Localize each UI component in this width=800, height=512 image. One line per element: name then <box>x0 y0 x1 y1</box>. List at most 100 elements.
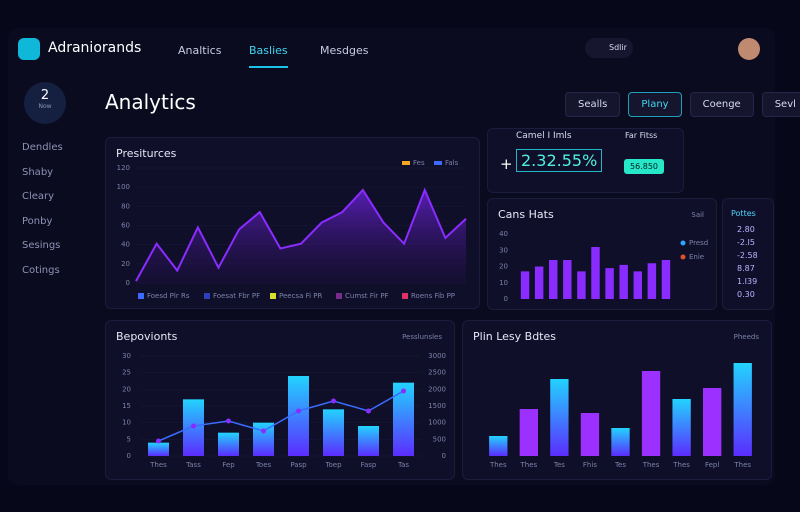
page-button[interactable]: Coenge <box>689 92 754 117</box>
legend-swatch <box>204 293 210 299</box>
y-tick-label: 2500 <box>428 369 446 377</box>
nav-item[interactable]: Baslies <box>249 44 288 68</box>
x-tick-label: Toep <box>324 461 342 469</box>
badge-caption: Now <box>38 103 52 110</box>
behaviour-panel: Bepovionts Pesslunsles 0 5 10 15 20 25 30 0 500 100… <box>105 320 455 480</box>
nav-item[interactable]: Analtics <box>178 44 222 57</box>
y-tick-label: 20 <box>121 260 130 268</box>
bar <box>641 371 661 456</box>
hits-panel: Cans Hats Sail 0 10 20 30 40 Presd Enie <box>487 198 717 310</box>
point-value: -2.I5 <box>737 238 755 247</box>
line <box>135 187 467 282</box>
y-tick-label: 5 <box>127 435 131 443</box>
sidebar-item[interactable]: Dendles <box>22 142 63 153</box>
logo <box>18 38 40 60</box>
bar <box>534 266 544 299</box>
x-tick-label: Fasp <box>361 461 377 469</box>
area <box>136 190 466 283</box>
bar <box>393 382 414 456</box>
y-tick-label: 25 <box>122 369 131 377</box>
point-value: 1.I39 <box>737 277 758 286</box>
legend-swatch <box>402 161 410 165</box>
page-button[interactable]: Sealls <box>565 92 621 117</box>
hits-chart: Cans Hats Sail 0 10 20 30 40 Presd Enie <box>498 208 708 303</box>
page-button[interactable]: Plany <box>628 92 682 117</box>
x-tick-label: Thes <box>489 461 507 469</box>
sidebar-item[interactable]: Sesings <box>22 240 61 251</box>
x-tick-label: Thes <box>672 461 690 469</box>
x-tick-label: Tes <box>614 461 626 469</box>
page-button[interactable]: Sevl <box>761 92 800 117</box>
x-tick-label: Tass <box>185 461 201 469</box>
points-title: Pottes <box>731 209 756 218</box>
line-point <box>296 408 301 414</box>
x-tick-label: Tas <box>397 461 409 469</box>
gain-value: 2.32.55% <box>516 149 603 172</box>
x-tick-label: Thes <box>519 461 537 469</box>
bar <box>672 399 691 456</box>
plain-panel: Plin Lesy Bdtes Pheeds Thes Thes Tes Fhis Tes T… <box>462 320 772 480</box>
bar <box>661 260 671 299</box>
brand: Adraniorands <box>48 40 142 56</box>
y-tick-label: 120 <box>117 164 130 172</box>
bar <box>611 428 630 456</box>
gain-sign: + <box>500 155 513 173</box>
sidebar-item[interactable]: Cleary <box>22 191 55 202</box>
x-tick-label: Thes <box>642 461 660 469</box>
sidebar-item[interactable]: Ponby <box>22 215 53 227</box>
line-point <box>191 423 196 429</box>
y-tick-label: 20 <box>122 385 131 393</box>
badge: 2 Now <box>24 82 66 124</box>
behaviour-chart: Bepovionts Pesslunsles 0 5 10 15 20 25 30 0 500 100… <box>116 330 446 469</box>
legend-swatch <box>402 293 408 299</box>
nav-item[interactable]: Mesdges <box>320 44 369 57</box>
legend-label: Foesat Fbr PF <box>213 292 260 300</box>
panel-corner: Pheeds <box>734 333 760 341</box>
points-panel: Pottes 2.80 -2.I5 -2.58 8.87 1.I39 0.30 <box>722 198 774 310</box>
y-tick-label: 0 <box>504 295 508 303</box>
legend-label: Cumst Fir PF <box>345 292 389 300</box>
bar <box>288 376 309 456</box>
bar <box>253 422 274 456</box>
user-chip[interactable]: Sdlir <box>585 38 633 58</box>
y-tick-label: 3000 <box>428 352 446 360</box>
y-tick-label: 10 <box>499 279 508 287</box>
bar <box>591 247 600 299</box>
line-point <box>226 418 231 424</box>
sidebar-item[interactable]: Cotings <box>22 264 60 276</box>
bar <box>550 379 569 456</box>
x-tick-label: Fepl <box>705 461 719 469</box>
y-tick-label: 100 <box>117 183 130 191</box>
legend-swatch <box>336 293 342 299</box>
line <box>158 390 404 442</box>
point-value: -2.58 <box>737 251 758 260</box>
y-tick-label: 30 <box>122 352 131 360</box>
bar <box>489 436 508 456</box>
bar <box>647 263 657 299</box>
legend-swatch <box>680 240 686 246</box>
y-tick-label: 40 <box>121 241 130 249</box>
panel-title: Plin Lesy Bdtes <box>473 330 556 343</box>
x-tick-label: Pasp <box>290 461 307 469</box>
bar <box>580 413 600 456</box>
bar <box>633 271 642 299</box>
gain-button[interactable]: 56.850 <box>624 159 664 174</box>
y-tick-label: 40 <box>499 230 508 238</box>
bar <box>703 388 722 456</box>
badge-value: 2 <box>40 88 50 103</box>
avatar[interactable] <box>738 38 760 60</box>
trend-chart: Presiturces Fes Fals 0 20 40 60 80 100 120 Foesd P… <box>116 147 467 300</box>
line-point <box>331 398 336 404</box>
bar <box>519 409 538 456</box>
y-tick-label: 80 <box>121 202 130 210</box>
legend-swatch <box>138 293 144 299</box>
y-tick-label: 1000 <box>428 419 446 427</box>
point-value: 0.30 <box>737 290 755 299</box>
y-tick-label: 0 <box>127 452 131 460</box>
x-tick-label: Thes <box>149 461 167 469</box>
y-tick-label: 500 <box>433 435 446 443</box>
bar <box>605 268 614 299</box>
x-tick-label: Fhis <box>583 461 597 469</box>
y-tick-label: 30 <box>499 246 508 254</box>
sidebar-item[interactable]: Shaby <box>22 166 54 178</box>
